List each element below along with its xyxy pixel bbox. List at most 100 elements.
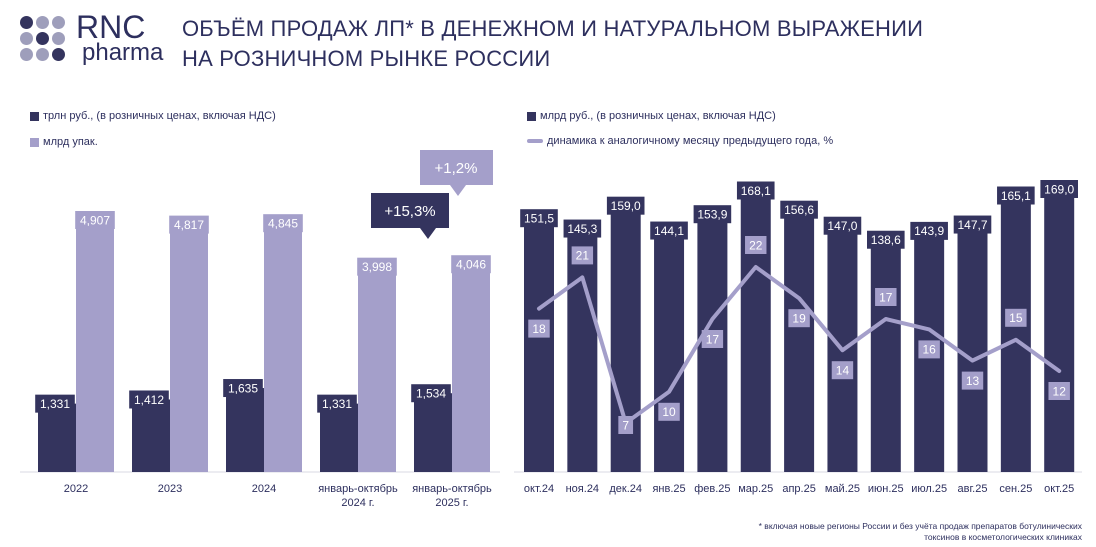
data-label-pack-4-box: [451, 255, 491, 274]
x-tick-right-11: сен.25: [999, 483, 1032, 495]
data-label-month-1: 145,3: [567, 222, 597, 236]
data-label-month-11: 165,1: [1001, 189, 1031, 203]
x-tick-right-12: окт.25: [1044, 483, 1074, 495]
data-label-month-11-box: [997, 186, 1035, 205]
dynamics-point-label-1: 21: [576, 249, 590, 263]
data-label-month-6-box: [780, 200, 818, 219]
legend-label: млрд руб., (в розничных ценах, включая Н…: [540, 110, 776, 122]
x-tick-left-1: 2023: [158, 483, 182, 495]
dynamics-point-label-2-box: [618, 416, 634, 434]
data-label-pack-0: 4,907: [80, 213, 110, 227]
data-label-month-0: 151,5: [524, 212, 554, 226]
data-label-month-7: 147,0: [827, 219, 857, 233]
footnote-line1: * включая новые регионы России и без учё…: [758, 521, 1082, 531]
dynamics-point-label-9: 16: [922, 343, 936, 357]
data-label-rub-3: 1,331: [322, 397, 352, 411]
page-title: ОБЪЁМ ПРОДАЖ ЛП* В ДЕНЕЖНОМ И НАТУРАЛЬНО…: [182, 14, 923, 74]
x-tick-left-2: 2024: [252, 483, 276, 495]
bar-month-0: [524, 219, 554, 472]
annotation-rub: +15,3%: [384, 203, 435, 220]
x-tick-right-9: июл.25: [911, 483, 947, 495]
logo-text-rnc: RNC: [76, 9, 146, 45]
data-label-month-4-box: [693, 205, 732, 224]
dynamics-point-label-5: 22: [749, 238, 763, 252]
data-label-month-12: 169,0: [1044, 182, 1074, 196]
dynamics-point-label-4-box: [701, 330, 724, 348]
dynamics-point-label-7-box: [831, 361, 854, 380]
dynamics-point-label-5-box: [745, 236, 767, 254]
data-label-rub-2: 1,635: [228, 381, 258, 395]
dynamics-point-label-8: 17: [879, 290, 893, 304]
data-label-rub-0-box: [35, 394, 75, 413]
dynamics-point-label-6-box: [788, 309, 810, 328]
dynamics-point-label-7: 14: [836, 364, 850, 378]
dynamics-point-label-0: 18: [532, 322, 546, 336]
rnc-pharma-logo: RNC pharma: [20, 9, 170, 66]
data-label-month-1-box: [563, 219, 602, 238]
dynamics-point-label-9-box: [918, 340, 940, 359]
footnote: * включая новые регионы России и без учё…: [759, 521, 1082, 543]
bar-month-5: [740, 191, 771, 472]
data-label-month-7-box: [823, 216, 862, 235]
bar-month-3: [654, 231, 685, 472]
bar-month-12: [1044, 190, 1075, 472]
bar-pack-2: [264, 223, 302, 472]
bar-pack-4: [452, 264, 490, 472]
x-tick-right-6: апр.25: [782, 483, 815, 495]
x-tick-right-1: ноя.24: [566, 483, 599, 495]
data-label-month-10: 147,7: [957, 218, 987, 232]
data-label-month-2-box: [606, 196, 645, 215]
legend-swatch-dark: [30, 111, 39, 121]
x-tick-right-4: фев.25: [694, 483, 730, 495]
legend-label: млрд упак.: [43, 136, 98, 148]
x-tick-left-4-l1: январь-октябрь: [412, 483, 492, 495]
data-label-month-3: 144,1: [654, 224, 684, 238]
x-tick-left-3-l1: январь-октябрь: [318, 483, 398, 495]
data-label-month-5-box: [736, 181, 775, 200]
data-label-month-12-box: [1040, 180, 1078, 198]
data-label-month-3-box: [650, 221, 688, 240]
legend-left-rub: трлн руб., (в розничных ценах, включая Н…: [30, 110, 276, 122]
dynamics-point-label-11: 15: [1009, 311, 1023, 325]
x-tick-right-10: авг.25: [958, 483, 988, 495]
x-tick-left-3-l2: 2024 г.: [341, 497, 374, 509]
data-label-pack-1-box: [169, 215, 209, 234]
legend-left-pack: млрд упак.: [30, 136, 98, 148]
logo-text-pharma: pharma: [82, 39, 164, 66]
dynamics-point-label-12-box: [1048, 382, 1070, 400]
data-label-pack-2: 4,845: [268, 217, 298, 231]
data-label-month-6: 156,6: [784, 203, 814, 217]
dynamics-point-label-0-box: [528, 319, 550, 338]
bar-rub-3: [320, 403, 358, 472]
data-label-pack-3-box: [357, 257, 397, 276]
data-label-rub-4: 1,534: [416, 387, 446, 401]
annotation-pack: +1,2%: [435, 160, 478, 177]
bar-month-10: [957, 225, 988, 472]
x-tick-right-0: окт.24: [524, 483, 554, 495]
data-label-rub-0: 1,331: [40, 397, 70, 411]
legend-label: трлн руб., (в розничных ценах, включая Н…: [43, 110, 276, 122]
page-title-line1: ОБЪЁМ ПРОДАЖ ЛП* В ДЕНЕЖНОМ И НАТУРАЛЬНО…: [182, 16, 924, 41]
data-label-month-8: 138,6: [871, 233, 901, 247]
bar-month-11: [1000, 196, 1031, 472]
bar-rub-2: [226, 388, 264, 472]
data-label-rub-2-box: [223, 379, 263, 398]
data-label-pack-0-box: [75, 211, 115, 229]
legend-label: динамика к аналогичному месяцу предыдуще…: [547, 135, 834, 147]
data-label-month-0-box: [520, 209, 558, 228]
data-label-rub-4-box: [411, 384, 451, 403]
x-tick-right-5: мар.25: [738, 483, 773, 495]
data-label-pack-3: 3,998: [362, 260, 392, 274]
bar-pack-1: [170, 224, 208, 472]
dynamics-point-label-6: 19: [792, 312, 806, 326]
legend-right-rub: млрд руб., (в розничных ценах, включая Н…: [527, 110, 776, 122]
x-tick-right-7: май.25: [825, 483, 860, 495]
x-tick-left-0: 2022: [64, 483, 88, 495]
data-label-rub-1-box: [129, 390, 169, 409]
x-tick-right-3: янв.25: [652, 483, 685, 495]
legend-swatch-dark: [527, 111, 536, 121]
data-label-month-8-box: [867, 230, 905, 249]
bar-month-8: [870, 240, 901, 472]
dynamics-point-label-11-box: [1005, 308, 1027, 327]
